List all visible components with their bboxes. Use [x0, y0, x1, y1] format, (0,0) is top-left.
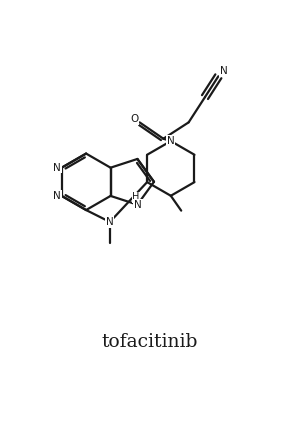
Text: N: N	[53, 163, 61, 173]
Text: O: O	[130, 114, 138, 124]
Text: N: N	[167, 136, 175, 146]
Text: H: H	[132, 192, 140, 202]
Text: N: N	[106, 217, 114, 227]
Text: N: N	[134, 199, 142, 210]
Text: N: N	[220, 66, 228, 76]
Text: tofacitinib: tofacitinib	[102, 333, 198, 351]
Text: N: N	[53, 191, 61, 201]
